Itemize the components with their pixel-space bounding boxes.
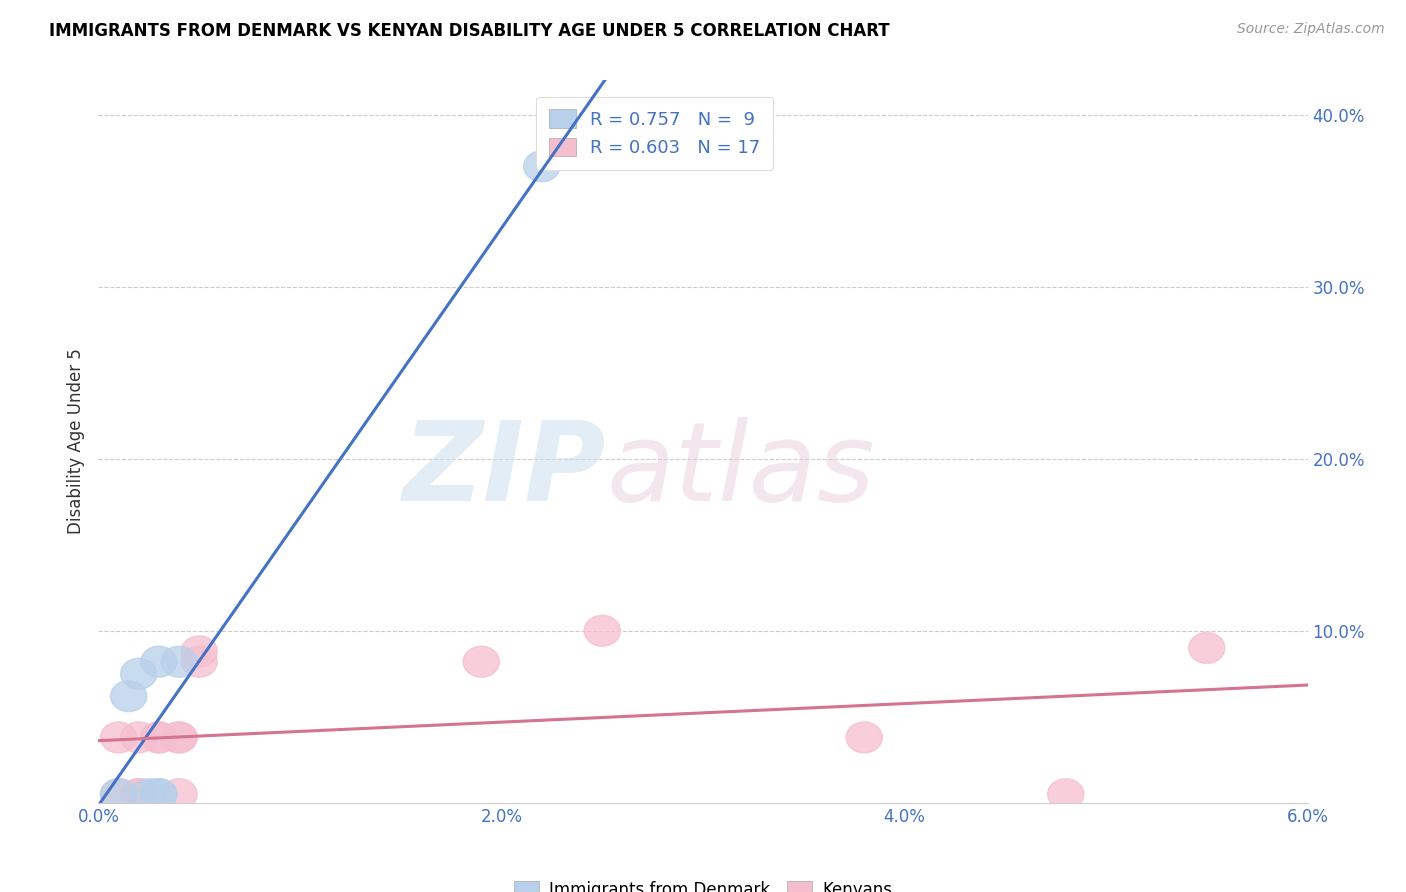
Ellipse shape — [160, 722, 197, 753]
Ellipse shape — [141, 646, 177, 677]
Ellipse shape — [846, 722, 883, 753]
Ellipse shape — [1188, 632, 1225, 664]
Text: Source: ZipAtlas.com: Source: ZipAtlas.com — [1237, 22, 1385, 37]
Ellipse shape — [141, 722, 177, 753]
Ellipse shape — [160, 779, 197, 810]
Ellipse shape — [121, 658, 157, 690]
Ellipse shape — [121, 779, 157, 810]
Ellipse shape — [583, 615, 620, 646]
Ellipse shape — [141, 722, 177, 753]
Ellipse shape — [131, 779, 167, 810]
Ellipse shape — [181, 636, 218, 667]
Text: atlas: atlas — [606, 417, 875, 524]
Ellipse shape — [160, 722, 197, 753]
Text: IMMIGRANTS FROM DENMARK VS KENYAN DISABILITY AGE UNDER 5 CORRELATION CHART: IMMIGRANTS FROM DENMARK VS KENYAN DISABI… — [49, 22, 890, 40]
Legend: Immigrants from Denmark, Kenyans: Immigrants from Denmark, Kenyans — [506, 872, 900, 892]
Ellipse shape — [141, 779, 177, 810]
Y-axis label: Disability Age Under 5: Disability Age Under 5 — [66, 349, 84, 534]
Ellipse shape — [111, 681, 146, 712]
Ellipse shape — [181, 646, 218, 677]
Ellipse shape — [121, 779, 157, 810]
Ellipse shape — [141, 779, 177, 810]
Ellipse shape — [463, 646, 499, 677]
Ellipse shape — [160, 646, 197, 677]
Ellipse shape — [100, 779, 136, 810]
Ellipse shape — [121, 722, 157, 753]
Ellipse shape — [100, 779, 136, 810]
Ellipse shape — [523, 151, 560, 182]
Text: ZIP: ZIP — [402, 417, 606, 524]
Ellipse shape — [100, 722, 136, 753]
Ellipse shape — [1047, 779, 1084, 810]
